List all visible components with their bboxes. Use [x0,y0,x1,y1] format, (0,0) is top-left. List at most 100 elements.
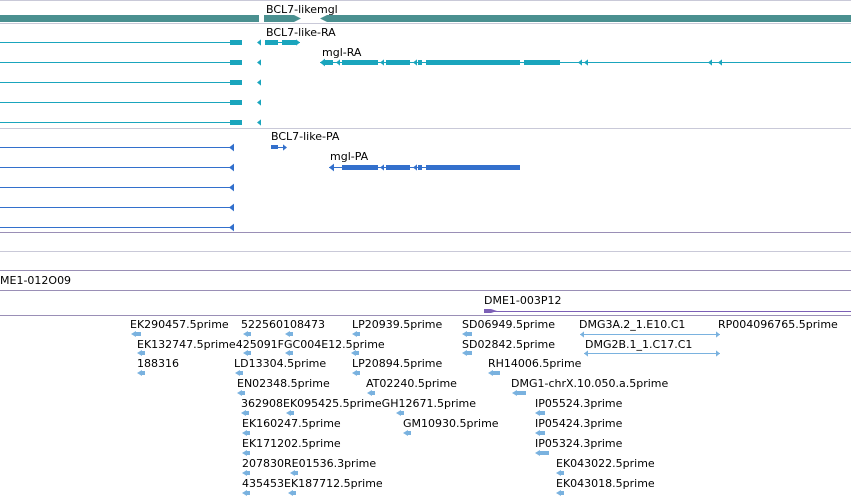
transcript-exon-mgl-ra[interactable] [524,60,560,65]
est-label[interactable]: DMG1-chrX.10.050.a.5prime [511,377,669,390]
est-feature[interactable] [407,431,411,435]
est-arrow [288,490,293,496]
est-arrow [403,430,408,436]
est-feature[interactable] [356,332,360,336]
protein-exon-mgl-pa[interactable] [426,165,520,170]
transcript-exon-mgl-ra[interactable] [426,60,520,65]
strand-arrow [257,39,261,46]
est-feature[interactable] [516,391,526,395]
est-label[interactable]: GM10930.5prime [403,417,499,430]
est-feature[interactable] [356,371,360,375]
transcript-exon-mgl-ra[interactable] [386,60,410,65]
transcript-exon-mgl-ra[interactable] [342,60,378,65]
est-feature[interactable] [466,351,472,355]
est-feature[interactable] [141,351,145,355]
est-label[interactable]: EK171202.5prime [242,437,341,450]
protein-exon-mgl-pa[interactable] [386,165,410,170]
est-label[interactable]: RH14006.5prime [488,357,582,370]
est-feature[interactable] [290,411,294,415]
clone-bar-dme1-003p12[interactable] [484,309,491,313]
transcript-exon[interactable] [230,120,242,125]
gene-label-bcl7-likemgl[interactable]: BCL7-likemgl [266,3,338,16]
est-label[interactable]: 522560108473 [241,318,325,331]
protein-exon-mgl-pa[interactable] [418,165,422,170]
est-feature[interactable] [246,491,250,495]
transcript-exon[interactable] [230,40,242,45]
gene-bar-bcl7-like-right[interactable] [264,15,294,22]
est-label[interactable]: RP004096765.5prime [718,318,838,331]
est-feature[interactable] [289,351,293,355]
est-label[interactable]: IP05324.3prime [535,437,623,450]
est-feature[interactable] [294,471,298,475]
est-feature[interactable] [247,351,251,355]
strand-arrow [718,59,722,66]
est-label[interactable]: EK160247.5prime [242,417,341,430]
transcript-exon[interactable] [230,60,242,65]
transcript-exon-mgl-ra[interactable] [324,60,333,65]
est-label[interactable]: AT02240.5prime [366,377,457,390]
est-feature[interactable] [245,411,249,415]
est-feature[interactable] [371,391,375,395]
clone-label-dme1-012o09[interactable]: ME1-012O09 [0,274,72,287]
transcript-exon-bcl7-like-ra[interactable] [265,40,278,45]
est-label[interactable]: 362908EK095425.5primeGH12671.5prime [241,397,477,410]
protein-exon-bcl7-like-pa[interactable] [271,145,278,149]
est-label[interactable]: EN02348.5prime [237,377,330,390]
est-feature[interactable] [246,471,250,475]
transcript-exon-bcl7-like-ra[interactable] [282,40,296,45]
strand-arrow [380,59,384,66]
gene-bar-mgl[interactable] [327,15,851,22]
protein-label-bcl7-like-pa[interactable]: BCL7-like-PA [271,130,340,143]
est-label[interactable]: 207830RE01536.3prime [242,457,377,470]
est-feature[interactable] [355,351,359,355]
est-feature[interactable] [539,431,545,435]
est-feature[interactable] [560,491,564,495]
est-label[interactable]: LP20939.5prime [352,318,443,331]
est-label[interactable]: 435453EK187712.5prime [242,477,383,490]
transcript-exon[interactable] [230,80,242,85]
est-label[interactable]: EK290457.5prime [130,318,229,331]
est-label[interactable]: SD02842.5prime [462,338,555,351]
est-feature[interactable] [466,332,472,336]
est-label[interactable]: EK043022.5prime [556,457,655,470]
strand-arrow [708,59,712,66]
est-feature[interactable] [241,391,245,395]
est-feature[interactable] [539,411,545,415]
est-arrow [716,350,720,357]
est-feature[interactable] [246,431,250,435]
est-feature[interactable] [141,371,145,375]
est-label[interactable]: IP05424.3prime [535,417,623,430]
transcript-label-mgl-ra[interactable]: mgl-RA [322,46,362,59]
est-feature[interactable] [247,332,251,336]
transcript-exon[interactable] [230,100,242,105]
strand-arrow [413,59,417,66]
est-label[interactable]: EK043018.5prime [556,477,655,490]
est-feature[interactable] [292,491,296,495]
gene-bar-bcl7-like[interactable] [0,15,259,22]
est-label[interactable]: SD06949.5prime [462,318,555,331]
transcript-label-bcl7-like-ra[interactable]: BCL7-like-RA [266,26,336,39]
est-feature[interactable] [289,332,293,336]
protein-label-mgl-pa[interactable]: mgl-PA [330,150,369,163]
est-feature[interactable] [239,371,243,375]
est-label[interactable]: LD13304.5prime [234,357,327,370]
est-label[interactable]: IP05524.3prime [535,397,623,410]
est-arrow [352,370,357,376]
strand-arrow [283,144,287,151]
est-feature[interactable] [246,451,250,455]
protein-exon-mgl-pa[interactable] [342,165,378,170]
clone-label-dme1-003p12[interactable]: DME1-003P12 [484,294,562,307]
est-label[interactable]: EK132747.5prime425091FGC004E12.5prime [137,338,385,351]
est-label[interactable]: 188316 [137,357,179,370]
est-feature[interactable] [539,451,549,455]
est-label[interactable]: DMG3A.2_1.E10.C1 [579,318,686,331]
est-arrow [285,331,290,337]
est-feature[interactable] [492,371,500,375]
est-label[interactable]: LP20894.5prime [352,357,443,370]
est-feature[interactable] [400,411,404,415]
est-feature[interactable] [135,332,141,336]
est-feature[interactable] [560,471,564,475]
transcript-exon-mgl-ra[interactable] [418,60,422,65]
est-label[interactable]: DMG2B.1_1.C17.C1 [585,338,693,351]
